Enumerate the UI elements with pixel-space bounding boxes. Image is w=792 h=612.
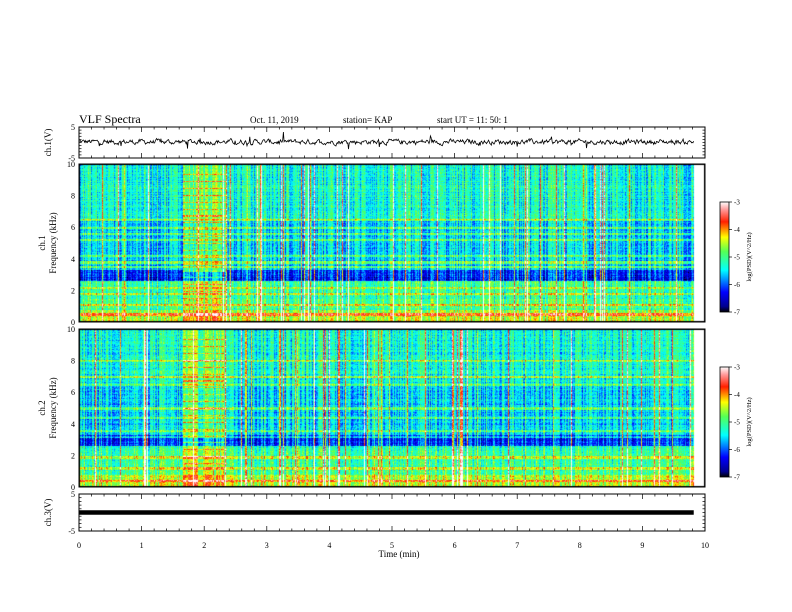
- y-tick-label: 2: [71, 286, 75, 295]
- time-axis: 0 1 2 3 4 5 6 7 8 9 10: [77, 541, 709, 550]
- colorbar-tick-label: -6: [734, 281, 740, 289]
- colorbar-tick-label: -5: [734, 254, 740, 262]
- x-tick-label: 1: [140, 541, 144, 550]
- y-tick-label: 10: [67, 160, 75, 169]
- ch2-colorbar-frame: [719, 366, 730, 478]
- y-tick-label: 4: [71, 420, 75, 429]
- station-label: station= KAP: [343, 115, 392, 125]
- start-ut-label: start UT = 11: 50: 1: [437, 115, 508, 125]
- ch2-spectrogram-ylabel-channel: ch.2: [37, 400, 47, 415]
- colorbar-label: log(PSD)(V^2/Hz): [746, 232, 753, 281]
- ch1-spectrogram-ylabel-channel: ch.1: [37, 235, 47, 250]
- colorbar-tick-label: -4: [734, 226, 740, 234]
- ch1-spectrogram-ylabel-frequency: Frequency (kHz): [48, 212, 58, 273]
- x-tick-label: 2: [202, 541, 206, 550]
- colorbar-tick-label: -7: [734, 309, 740, 317]
- y-tick-label: 2: [71, 451, 75, 460]
- x-tick-label: 7: [515, 541, 519, 550]
- colorbar-tick-label: -5: [734, 419, 740, 427]
- y-tick-label: 5: [71, 123, 75, 132]
- ch2-spectrogram-ylabel-frequency: Frequency (kHz): [48, 377, 58, 438]
- y-tick-label: 8: [71, 192, 75, 201]
- x-tick-label: 3: [265, 541, 269, 550]
- x-tick-label: 10: [701, 541, 709, 550]
- x-tick-label: 4: [327, 541, 331, 550]
- y-tick-label: 6: [71, 223, 75, 232]
- y-tick-label: 0: [71, 483, 75, 492]
- colorbar-tick-label: -4: [734, 391, 740, 399]
- colorbar-label: log(PSD)(V^2/Hz): [746, 397, 753, 446]
- ch1-waveform-line: [78, 131, 694, 150]
- time-axis-label: Time (min): [379, 549, 420, 559]
- y-tick-label: 5: [71, 490, 75, 499]
- x-tick-label: 0: [77, 541, 81, 550]
- y-tick-label: -5: [68, 154, 75, 163]
- y-tick-label: 10: [67, 325, 75, 334]
- colorbar-tick-label: -7: [734, 474, 740, 482]
- x-tick-label: 9: [640, 541, 644, 550]
- ch1-spectrogram-image: [79, 164, 705, 322]
- y-tick-label: 0: [71, 318, 75, 327]
- x-tick-label: 8: [578, 541, 582, 550]
- colorbar-tick-label: -3: [734, 199, 740, 207]
- y-tick-label: 4: [71, 255, 75, 264]
- ch3-waveform-ylabel: ch.3(V): [43, 499, 53, 527]
- ch2-colorbar: -3 -4 -5 -6 -7 log(PSD)(V^2/Hz): [719, 364, 753, 482]
- y-tick-label: 8: [71, 357, 75, 366]
- figure-title: VLF Spectra: [79, 112, 141, 126]
- ch3-waveform-panel: 5 -5 ch.3(V): [43, 490, 706, 536]
- ch2-spectrogram-image: [79, 329, 705, 487]
- ch1-colorbar: -3 -4 -5 -6 -7 log(PSD)(V^2/Hz): [719, 199, 753, 317]
- x-tick-label: 6: [453, 541, 457, 550]
- colorbar-tick-label: -6: [734, 446, 740, 454]
- ch1-colorbar-frame: [719, 201, 730, 313]
- date-label: Oct. 11, 2019: [250, 115, 299, 125]
- ch1-waveform-ylabel: ch.1(V): [43, 129, 53, 157]
- y-tick-label: 6: [71, 388, 75, 397]
- ch1-waveform-panel: 5 -5 ch.1(V): [43, 123, 706, 163]
- x-tick-label: 5: [390, 541, 394, 550]
- ch1-waveform-frame: [78, 126, 706, 159]
- y-tick-label: -5: [68, 527, 75, 536]
- colorbar-tick-label: -3: [734, 364, 740, 372]
